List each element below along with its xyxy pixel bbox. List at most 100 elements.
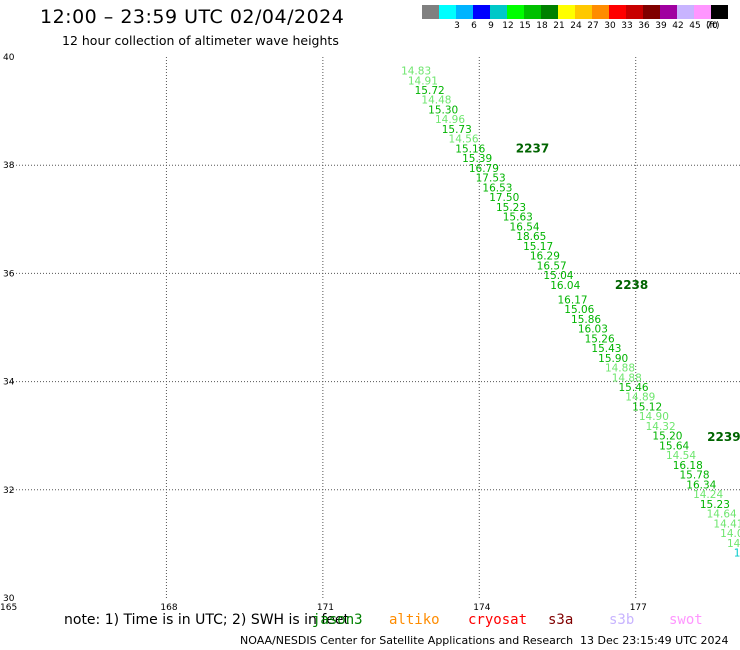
swh-value-label: 14.96 xyxy=(435,114,465,126)
swh-value-label: 15.23 xyxy=(700,499,730,511)
swh-value-label: 14.91 xyxy=(408,75,438,87)
mission-label-altiko: altiko xyxy=(389,612,440,628)
scale-swatch xyxy=(473,5,490,19)
scale-swatch xyxy=(422,5,439,19)
swh-value-label: 14.54 xyxy=(666,450,696,462)
swh-value-label: 15.90 xyxy=(598,353,628,365)
y-tick-label: 40 xyxy=(3,53,15,63)
pass-time-label: 2237 xyxy=(516,141,549,155)
scale-swatch xyxy=(456,5,473,19)
mission-label-s3b: s3b xyxy=(609,612,635,628)
scale-swatch xyxy=(660,5,677,19)
swh-value-label: 15.63 xyxy=(503,212,533,224)
swh-value-label: 16.34 xyxy=(686,479,716,491)
scale-label: 33 xyxy=(621,21,633,31)
swh-value-label: 14.06 xyxy=(727,538,740,550)
scale-label: 9 xyxy=(488,21,494,31)
swh-value-label: 14.89 xyxy=(625,392,655,404)
scale-swatch xyxy=(677,5,694,19)
swh-value-label: 16.53 xyxy=(482,182,512,194)
swh-value-label: 17.50 xyxy=(489,192,519,204)
swh-value-label: 15.20 xyxy=(652,431,682,443)
swh-value-label: 15.78 xyxy=(680,470,710,482)
swh-value-label: 15.06 xyxy=(564,304,594,316)
swh-value-label: 16.04 xyxy=(550,280,580,292)
scale-swatch xyxy=(609,5,626,19)
scale-label: 21 xyxy=(553,21,565,31)
swh-value-label: 14.48 xyxy=(421,95,451,107)
scale-swatch xyxy=(507,5,524,19)
mission-label-swot: swot xyxy=(669,612,703,628)
pass-time-label: 2239 xyxy=(707,430,740,444)
scale-swatch xyxy=(592,5,609,19)
swh-value-label: 15.12 xyxy=(632,401,662,413)
scale-label: 3 xyxy=(454,21,460,31)
scale-swatch xyxy=(575,5,592,19)
swh-value-label: 15.39 xyxy=(462,153,492,165)
swh-value-label: 14.24 xyxy=(693,489,723,501)
x-tick-label: 174 xyxy=(473,603,490,613)
credit-footer: NOAA/NESDIS Center for Satellite Applica… xyxy=(240,634,574,647)
scale-label: 24 xyxy=(570,21,582,31)
swh-value-label: 14.64 xyxy=(707,509,737,521)
mission-label-cryosat: cryosat xyxy=(468,612,528,628)
swh-value-label: 15.16 xyxy=(455,143,485,155)
scale-label: 30 xyxy=(604,21,616,31)
swh-value-label: 18.65 xyxy=(516,231,546,243)
scale-swatch xyxy=(694,5,711,19)
swh-value-label: 16.18 xyxy=(673,460,703,472)
swh-value-label: 15.17 xyxy=(523,241,553,253)
scale-swatch xyxy=(541,5,558,19)
scale-swatch xyxy=(524,5,541,19)
scale-swatch xyxy=(439,5,456,19)
swh-value-label: 14.90 xyxy=(639,411,669,423)
scale-swatch xyxy=(643,5,660,19)
mission-label-jason3: jason3 xyxy=(312,612,363,628)
swh-value-label: 15.64 xyxy=(659,440,689,452)
swh-value-label: 14.88 xyxy=(612,372,642,384)
swh-value-label: 16.03 xyxy=(578,324,608,336)
swh-value-label: 15.30 xyxy=(428,104,458,116)
swh-value-label: 13.22 xyxy=(734,548,740,560)
scale-unit: (ft) xyxy=(706,21,720,31)
scale-label: 12 xyxy=(502,21,514,31)
scale-label: 18 xyxy=(536,21,548,31)
swh-value-label: 16.79 xyxy=(469,163,499,175)
x-tick-label: 168 xyxy=(160,603,177,613)
y-tick-label: 34 xyxy=(3,378,15,388)
scale-label: 15 xyxy=(519,21,531,31)
swh-value-label: 15.86 xyxy=(571,314,601,326)
y-tick-label: 38 xyxy=(3,161,15,171)
scale-swatch xyxy=(490,5,507,19)
scale-label: 27 xyxy=(587,21,599,31)
mission-label-s3a: s3a xyxy=(548,612,574,628)
x-tick-label: 177 xyxy=(630,603,647,613)
swh-value-label: 14.88 xyxy=(605,363,635,375)
swh-value-label: 14.32 xyxy=(646,421,676,433)
pass-time-label: 2238 xyxy=(615,278,648,292)
scale-swatch xyxy=(711,5,728,19)
swh-value-label: 17.53 xyxy=(476,173,506,185)
scale-label: 42 xyxy=(672,21,684,31)
swh-value-label: 15.73 xyxy=(442,124,472,136)
swh-value-label: 14.41 xyxy=(713,518,740,530)
y-tick-label: 36 xyxy=(3,269,15,279)
swh-value-label: 16.54 xyxy=(510,221,540,233)
swh-value-label: 15.04 xyxy=(543,270,573,282)
scale-label: 45 xyxy=(689,21,701,31)
swh-value-label: 16.29 xyxy=(530,251,560,263)
swh-value-label: 15.72 xyxy=(415,85,445,97)
swh-value-label: 15.43 xyxy=(591,343,621,355)
scale-swatch xyxy=(558,5,575,19)
page-subtitle: 12 hour collection of altimeter wave hei… xyxy=(62,33,339,48)
timestamp-footer: 13 Dec 23:15:49 UTC 2024 xyxy=(580,634,729,647)
scale-swatch xyxy=(626,5,643,19)
page-title: 12:00 – 23:59 UTC 02/04/2024 xyxy=(40,6,345,28)
swh-value-label: 14.56 xyxy=(449,134,479,146)
scale-label: 70 xyxy=(706,21,718,31)
scale-label: 36 xyxy=(638,21,650,31)
swh-value-label: 14.05 xyxy=(720,528,740,540)
swh-value-label: 15.26 xyxy=(585,333,615,345)
swh-value-label: 14.83 xyxy=(401,66,431,78)
